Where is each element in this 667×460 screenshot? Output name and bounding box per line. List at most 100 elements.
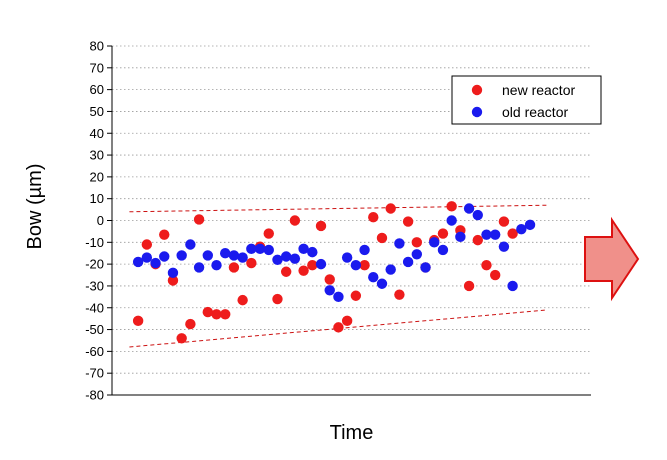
data-point-new-reactor [298,265,309,276]
data-point-old-reactor [141,252,153,263]
data-point-old-reactor [193,262,205,273]
data-point-old-reactor [498,241,510,252]
data-point-old-reactor [446,215,457,226]
data-point-old-reactor [516,224,527,235]
data-point-new-reactor [341,315,353,327]
data-point-new-reactor [132,315,144,327]
data-point-old-reactor [472,209,483,221]
data-point-new-reactor [350,290,362,301]
data-point-old-reactor [263,244,274,256]
y-tick-labels: 80 70 60 50 40 30 20 10 0 -10 -20 -30 -40 -50 -60 -70 -8… [85,39,112,403]
data-point-new-reactor [507,228,518,239]
data-point-old-reactor [237,252,248,263]
data-point-old-reactor [202,250,213,261]
y-tick-label: -60 [85,344,104,359]
data-point-new-reactor [220,309,231,320]
data-point-old-reactor [289,253,301,264]
y-tick-label: -70 [85,366,104,381]
data-point-new-reactor [498,216,510,227]
y-tick-label: 60 [90,82,104,97]
data-point-new-reactor [368,212,379,223]
data-point-new-reactor [272,293,283,305]
data-point-new-reactor [246,257,257,269]
data-point-new-reactor [228,262,240,273]
data-point-new-reactor [437,228,449,239]
data-point-new-reactor [159,229,170,240]
y-tick-label: 70 [90,60,104,75]
data-point-new-reactor [411,237,423,248]
data-point-new-reactor [176,333,187,344]
data-point-old-reactor [228,250,240,261]
data-point-old-reactor [385,264,396,275]
data-point-old-reactor [402,256,414,268]
data-point-old-reactor [507,280,518,292]
data-point-new-reactor [463,280,475,292]
data-point-new-reactor [280,266,292,277]
data-point-old-reactor [420,262,431,273]
y-tick-label: 20 [90,169,104,184]
data-point-old-reactor [368,272,379,283]
y-tick-label: 0 [97,213,104,228]
data-point-old-reactor [167,267,179,279]
data-point-new-reactor [324,274,335,285]
data-point-old-reactor [437,244,449,256]
data-point-old-reactor [394,238,405,249]
data-point-new-reactor [167,275,179,286]
data-point-new-reactor [359,260,370,271]
data-point-old-reactor [246,243,257,255]
data-point-old-reactor [211,260,222,271]
data-point-new-reactor [402,216,414,227]
data-point-old-reactor [490,229,501,240]
y-tick-label: -40 [85,300,104,315]
y-axis-title: Bow (µm) [24,164,46,250]
legend-marker-new-reactor [471,84,483,96]
data-point-old-reactor [220,248,231,259]
y-tick-label: -20 [85,257,104,272]
data-point-new-reactor [202,306,213,318]
data-point-old-reactor [254,243,266,255]
data-point-old-reactor [324,285,335,296]
data-point-new-reactor [263,228,274,239]
data-point-old-reactor [298,243,309,255]
data-point-old-reactor [150,257,161,269]
data-point-old-reactor [272,254,283,265]
data-point-new-reactor [333,322,344,333]
data-point-new-reactor [446,201,457,212]
data-point-old-reactor [481,229,492,240]
data-point-new-reactor [193,214,205,225]
y-tick-label: -30 [85,278,104,293]
data-point-new-reactor [185,318,196,330]
data-point-new-reactor [237,294,248,306]
legend: new reactor old reactor [451,75,602,125]
y-tick-label: -80 [85,388,104,403]
right-arrow-icon [584,216,640,302]
data-point-new-reactor [211,309,222,320]
data-point-old-reactor [185,239,196,250]
data-point-new-reactor [472,234,483,246]
y-tick-label: 10 [90,191,104,206]
data-point-old-reactor [315,258,327,270]
data-point-new-reactor [307,260,318,271]
data-point-new-reactor [385,203,396,214]
data-point-old-reactor [455,231,466,243]
y-tick-label: 40 [90,126,104,141]
data-point-old-reactor [280,251,292,262]
data-point-new-reactor [141,239,153,250]
y-tick-label: 50 [90,104,104,119]
data-point-new-reactor [289,215,301,226]
data-point-new-reactor [376,232,388,244]
data-point-new-reactor [315,220,327,232]
y-tick-label: 80 [90,39,104,54]
data-point-old-reactor [159,251,170,262]
data-point-old-reactor [429,237,440,248]
x-axis-title: Time [330,422,374,444]
data-point-new-reactor [394,289,405,300]
data-points [132,201,536,344]
legend-label-old-reactor: old reactor [502,104,568,120]
data-point-old-reactor [132,256,144,268]
data-point-old-reactor [333,291,344,303]
data-point-old-reactor [524,219,536,231]
y-tick-label: 30 [90,148,104,163]
legend-marker-old-reactor [471,106,483,118]
